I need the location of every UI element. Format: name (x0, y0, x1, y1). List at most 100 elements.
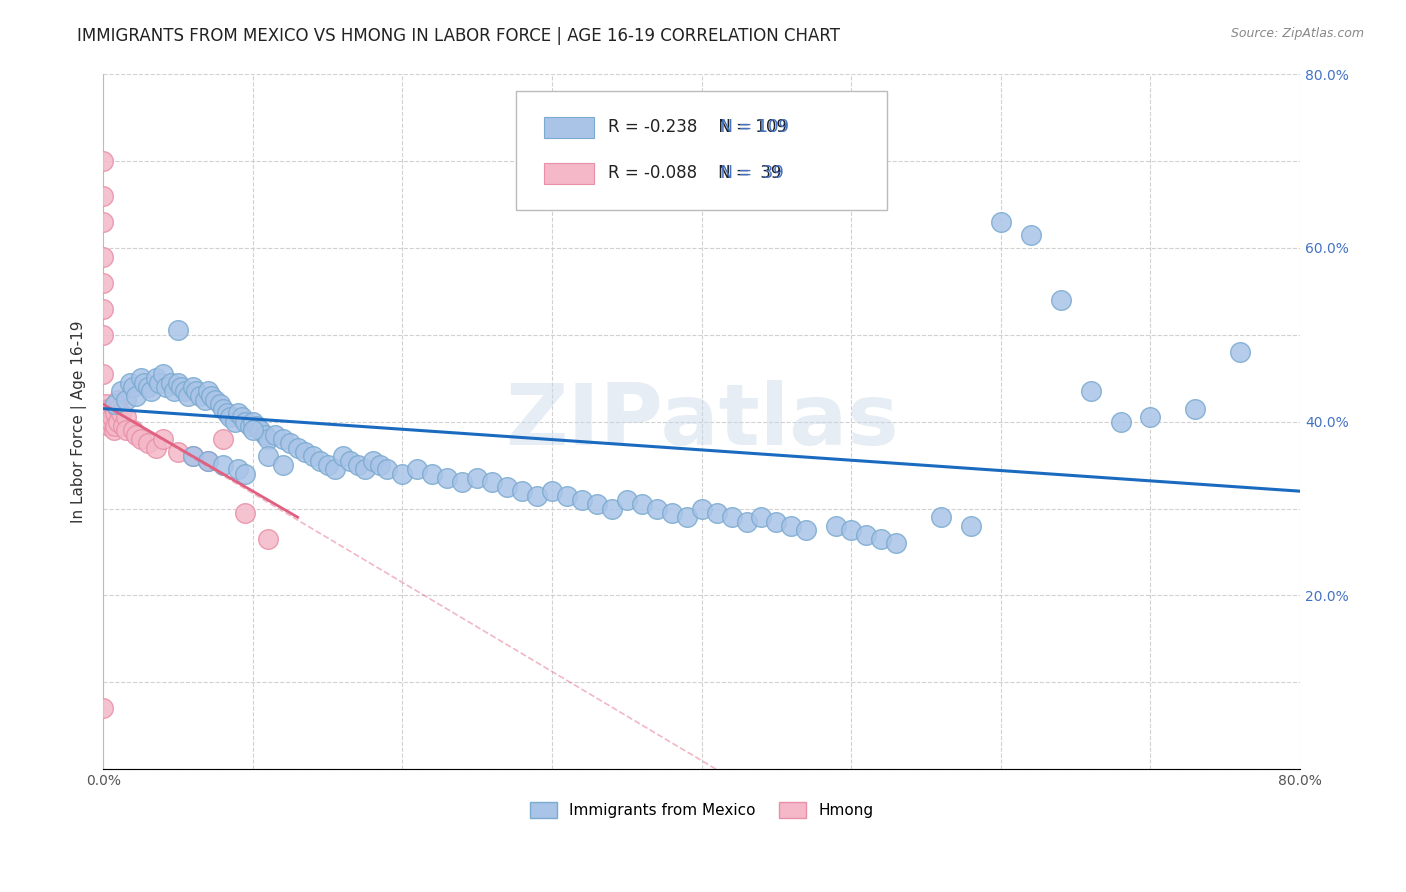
Point (174, 384, 197, 399)
Point (204, 392, 226, 407)
Point (136, 380, 159, 394)
Point (181, 380, 204, 394)
Point (309, 454, 332, 468)
Point (256, 532, 278, 546)
Point (139, 384, 162, 399)
Point (98, 419, 121, 434)
Point (114, 423, 136, 437)
Point (960, 519, 983, 533)
Point (181, 450, 204, 464)
Point (152, 432, 174, 446)
Point (226, 462, 249, 476)
Point (129, 432, 152, 446)
Point (346, 458, 368, 472)
Point (224, 415, 246, 429)
Point (436, 471, 458, 485)
Point (212, 458, 235, 472)
Point (91, 701, 114, 715)
Point (107, 401, 129, 416)
Point (239, 419, 262, 434)
Point (571, 492, 593, 507)
Point (107, 415, 129, 429)
Point (256, 432, 278, 446)
Point (870, 532, 893, 546)
Point (510, 484, 533, 499)
Point (148, 376, 170, 390)
Point (145, 441, 167, 455)
Point (91, 250, 114, 264)
Point (197, 384, 219, 399)
Point (197, 454, 219, 468)
Point (1049, 293, 1071, 307)
Point (98, 410, 121, 425)
Point (208, 397, 231, 411)
Point (200, 388, 222, 402)
Point (1184, 401, 1206, 416)
Point (249, 423, 271, 437)
Point (361, 454, 384, 468)
Point (253, 427, 276, 442)
Point (184, 384, 207, 399)
Point (91, 215, 114, 229)
Point (242, 423, 264, 437)
Point (103, 423, 125, 437)
Point (91, 153, 114, 168)
Point (242, 415, 264, 429)
Text: Source: ZipAtlas.com: Source: ZipAtlas.com (1230, 27, 1364, 40)
Point (110, 384, 132, 399)
Point (271, 458, 294, 472)
Point (391, 467, 413, 481)
Point (167, 323, 190, 337)
Point (780, 519, 803, 533)
Point (212, 432, 235, 446)
Point (586, 497, 609, 511)
Y-axis label: In Labor Force | Age 16-19: In Labor Force | Age 16-19 (72, 320, 87, 523)
Point (1080, 384, 1102, 399)
Bar (544, 117, 593, 138)
Point (451, 475, 474, 490)
Point (233, 415, 256, 429)
Point (159, 376, 181, 390)
Point (104, 397, 127, 411)
Text: N =  39: N = 39 (710, 164, 783, 182)
Point (194, 392, 217, 407)
Point (104, 419, 127, 434)
Point (825, 519, 848, 533)
Point (796, 524, 818, 538)
Point (929, 510, 952, 524)
Point (101, 410, 124, 425)
Point (332, 450, 354, 464)
Point (91, 276, 114, 290)
Point (226, 406, 249, 420)
Point (481, 475, 503, 490)
Text: ZIPatlas: ZIPatlas (505, 380, 898, 463)
Point (256, 450, 278, 464)
Point (278, 436, 301, 450)
Point (751, 510, 773, 524)
Point (675, 510, 697, 524)
Point (765, 515, 787, 529)
FancyBboxPatch shape (516, 91, 887, 210)
Text: R = -0.238    N = 109: R = -0.238 N = 109 (609, 118, 787, 136)
Point (645, 501, 668, 516)
Bar (544, 163, 593, 184)
Point (125, 388, 148, 402)
Point (217, 406, 239, 420)
Point (541, 484, 564, 499)
Point (91, 401, 114, 416)
Point (690, 501, 713, 516)
Point (231, 410, 253, 425)
Point (706, 506, 728, 520)
Point (1019, 227, 1042, 242)
Point (91, 367, 114, 381)
Point (114, 392, 136, 407)
Point (152, 367, 174, 381)
Point (496, 480, 519, 494)
Point (990, 215, 1012, 229)
Point (177, 388, 200, 402)
Point (110, 406, 132, 420)
Point (368, 458, 391, 472)
Point (264, 427, 287, 442)
Point (301, 450, 323, 464)
Point (100, 401, 122, 416)
